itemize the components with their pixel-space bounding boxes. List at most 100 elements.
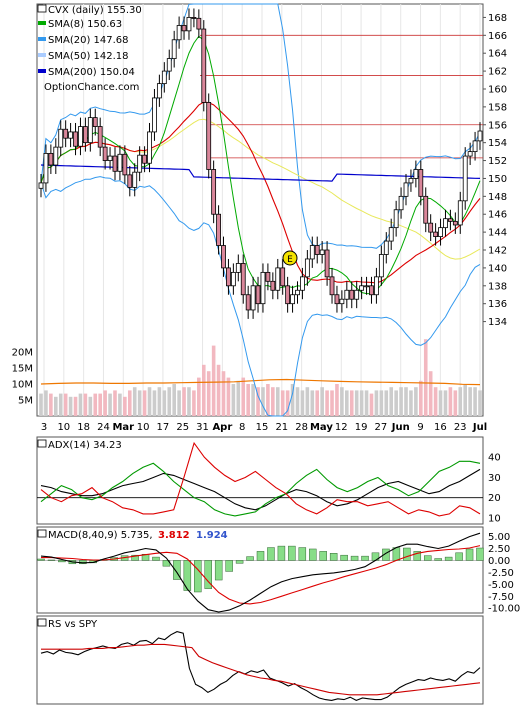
- x-tick-label: 18: [77, 422, 90, 433]
- rs-series-rsaverage: [41, 643, 481, 696]
- macd-histogram-bar: [131, 554, 139, 561]
- candle-body: [270, 280, 276, 291]
- rs-panel-frame: [36, 615, 484, 705]
- volume-bar: [295, 387, 300, 416]
- volume-bar: [251, 384, 255, 416]
- macd-histogram-bar: [58, 560, 66, 563]
- price-panel-frame: [36, 3, 484, 417]
- candle-body: [275, 267, 281, 291]
- candle-body: [314, 245, 320, 255]
- y-tick-label: 140: [488, 263, 507, 274]
- volume-bar: [394, 390, 398, 416]
- candle-body: [117, 153, 123, 172]
- candle-body: [211, 169, 217, 215]
- volume-bar: [88, 396, 93, 416]
- candle-body: [171, 39, 177, 59]
- x-tick-label: Jul: [472, 422, 487, 433]
- volume-bar: [53, 396, 58, 416]
- candle-body: [339, 298, 345, 305]
- volume-bar: [73, 396, 78, 416]
- macd-histogram-bar: [246, 556, 254, 561]
- candle-body: [413, 169, 419, 179]
- volume-bar: [404, 387, 408, 416]
- volume-bar: [206, 371, 211, 416]
- macd-y-tick-label: 2.50: [488, 544, 510, 555]
- candle-body: [403, 182, 409, 197]
- candle-body: [226, 267, 231, 287]
- earnings-marker-label: E: [287, 255, 293, 265]
- candle-body: [438, 227, 443, 237]
- earnings-marker: [282, 250, 298, 266]
- x-tick-label: 23: [454, 422, 467, 433]
- volume-bar: [419, 380, 423, 416]
- candle-body: [280, 267, 286, 287]
- volume-axis-label: 20M: [12, 348, 33, 359]
- volume-bar: [93, 393, 98, 416]
- macd-legend: MACD(8,40,9) 5.735, 3.812 1.924: [37, 529, 228, 541]
- macd-histogram-bar: [288, 545, 296, 561]
- macd-histogram-bar: [434, 558, 442, 561]
- price-title: CVX (daily) 155.30: [48, 5, 142, 16]
- volume-bar: [137, 390, 142, 416]
- candle-body: [38, 182, 44, 189]
- volume-bar: [448, 387, 453, 416]
- candle-body: [53, 146, 59, 166]
- candle-body: [240, 263, 246, 296]
- macd-histogram-bar: [256, 551, 265, 561]
- rs-series-rs: [40, 631, 481, 702]
- candle-body: [457, 200, 463, 226]
- y-tick-label: 156: [488, 120, 507, 131]
- legend-swatch-sma20: [38, 37, 46, 41]
- macd-histogram-bar: [152, 556, 160, 561]
- y-tick-label: 164: [488, 49, 507, 60]
- candle-body: [448, 218, 453, 222]
- candle-body: [156, 83, 162, 99]
- volume-bar: [63, 393, 68, 416]
- macd-histogram-bar: [298, 547, 307, 561]
- macd-y-tick-label: -5.00: [488, 580, 514, 591]
- volume-bar: [379, 390, 384, 416]
- macd-layer: 5.002.500.00-2.50-5.00-7.50-10.00: [37, 532, 520, 615]
- macd-histogram-bar: [183, 560, 192, 591]
- candle-body: [132, 171, 138, 188]
- adx-y-tick-label: 20: [488, 493, 501, 504]
- candle-body: [423, 195, 429, 224]
- x-tick-label: 27: [375, 422, 388, 433]
- volume-bar: [409, 390, 413, 416]
- volume-bar: [433, 387, 438, 416]
- candle-body: [388, 227, 394, 242]
- candle-body: [260, 271, 266, 305]
- volume-bar: [266, 384, 270, 416]
- volume-bar: [108, 393, 112, 416]
- macd-histogram-bar: [455, 552, 463, 561]
- macd-panel-frame: [36, 526, 484, 614]
- volume-bar: [261, 387, 265, 416]
- volume-bar: [389, 387, 394, 416]
- volume-bar: [182, 387, 186, 416]
- x-tick-label: 16: [434, 422, 447, 433]
- volume-bar: [384, 390, 389, 416]
- sma8-line: [40, 35, 481, 295]
- candle-body: [112, 155, 118, 172]
- candle-body: [349, 289, 355, 300]
- macd-histogram-bar: [444, 556, 453, 561]
- macd-y-tick-label: -2.50: [488, 568, 514, 579]
- candle-body: [265, 271, 271, 282]
- y-tick-label: 148: [488, 192, 507, 203]
- macd-y-tick-label: -7.50: [488, 592, 514, 603]
- x-tick-label: 3: [41, 422, 47, 433]
- volume-bar: [275, 387, 280, 416]
- candle-body: [152, 97, 157, 133]
- candle-body: [206, 102, 212, 170]
- volume-bar: [414, 387, 418, 416]
- candle-body: [137, 154, 143, 173]
- x-tick-label: 31: [196, 422, 209, 433]
- legend-swatch-sma8: [38, 21, 46, 25]
- x-tick-label: 28: [295, 422, 308, 433]
- x-tick-label: 24: [97, 422, 110, 433]
- volume-bar: [123, 396, 127, 416]
- macd-histogram-bar: [423, 555, 432, 561]
- candle-body: [452, 220, 458, 226]
- volume-bar: [192, 390, 196, 416]
- volume-bar: [453, 390, 458, 416]
